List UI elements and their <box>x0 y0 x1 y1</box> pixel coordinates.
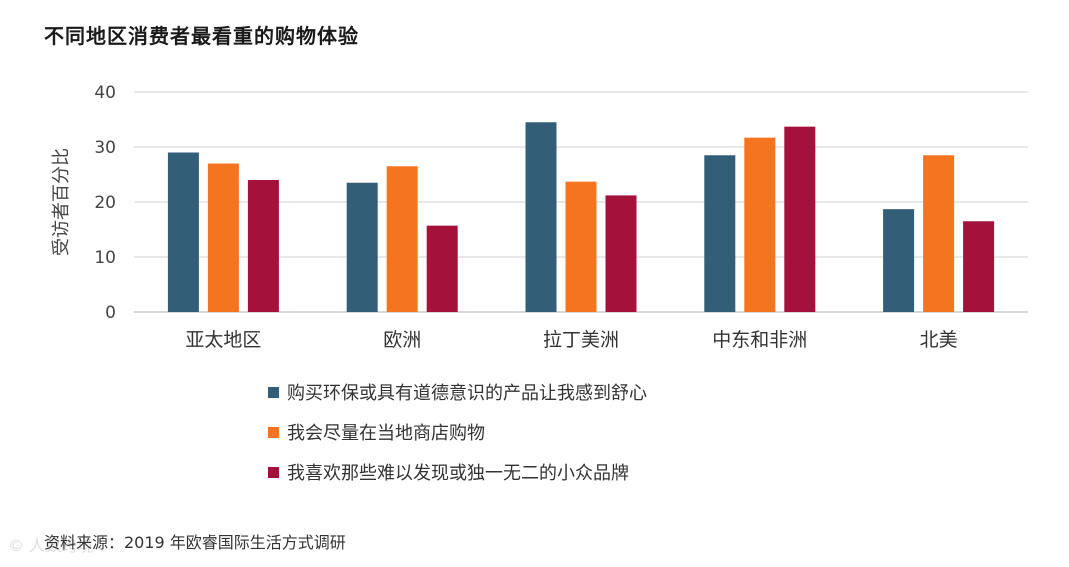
legend-item: 我会尽量在当地商店购物 <box>268 412 647 452</box>
legend-swatch <box>268 466 279 478</box>
x-tick-label: 中东和非洲 <box>712 329 807 351</box>
legend-swatch <box>268 386 279 398</box>
bar <box>704 155 736 312</box>
bar <box>426 225 458 312</box>
bar <box>207 163 239 312</box>
legend-label: 购买环保或具有道德意识的产品让我感到舒心 <box>287 383 647 404</box>
y-tick-label: 40 <box>94 83 116 103</box>
source-note: 资料来源：2019 年欧睿国际生活方式调研 <box>44 533 346 552</box>
legend-item: 购买环保或具有道德意识的产品让我感到舒心 <box>268 372 647 412</box>
bar <box>784 126 816 313</box>
bar <box>247 180 279 312</box>
watermark: © 人数跨境 <box>8 536 94 555</box>
chart-legend: 购买环保或具有道德意识的产品让我感到舒心 我会尽量在当地商店购物 我喜欢那些难以… <box>268 372 647 492</box>
bar <box>605 195 637 312</box>
chart-title: 不同地区消费者最看重的购物体验 <box>44 24 359 48</box>
x-tick-label: 亚太地区 <box>185 329 261 351</box>
bar <box>386 166 418 312</box>
y-tick-label: 20 <box>94 193 116 213</box>
bar <box>744 137 776 312</box>
legend-item: 我喜欢那些难以发现或独一无二的小众品牌 <box>268 452 647 492</box>
legend-label: 我喜欢那些难以发现或独一无二的小众品牌 <box>287 463 629 484</box>
y-axis-label: 受访者百分比 <box>51 148 72 256</box>
bar <box>565 181 597 312</box>
bar <box>525 122 557 312</box>
legend-label: 我会尽量在当地商店购物 <box>287 423 485 444</box>
y-tick-label: 0 <box>105 303 116 323</box>
x-tick-label: 拉丁美洲 <box>543 329 619 351</box>
legend-swatch <box>268 426 279 438</box>
y-tick-label: 10 <box>94 248 116 268</box>
bar <box>923 155 955 312</box>
bar <box>883 209 915 312</box>
bar <box>167 152 199 312</box>
x-tick-label: 欧洲 <box>383 329 421 351</box>
y-tick-label: 30 <box>94 138 116 158</box>
bar <box>346 182 378 312</box>
bar <box>963 221 995 312</box>
bar-chart: 0 10 20 30 40 亚太地区 欧洲 拉丁美洲 中东和非洲 北美 受访者百分比 <box>51 83 1028 351</box>
x-tick-label: 北美 <box>920 329 958 351</box>
